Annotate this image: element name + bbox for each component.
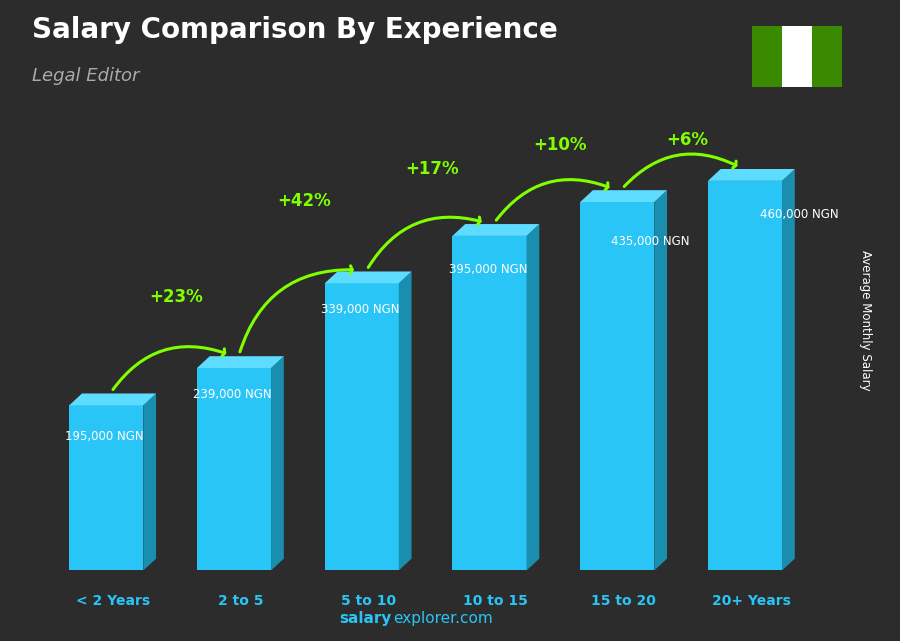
Text: 460,000 NGN: 460,000 NGN — [760, 208, 839, 221]
Polygon shape — [197, 356, 284, 368]
Bar — [453, 236, 526, 570]
Text: +42%: +42% — [277, 192, 331, 210]
Polygon shape — [325, 272, 411, 283]
Polygon shape — [580, 190, 667, 202]
Polygon shape — [526, 224, 539, 570]
Text: 15 to 20: 15 to 20 — [591, 594, 656, 608]
Bar — [580, 202, 654, 570]
Text: < 2 Years: < 2 Years — [76, 594, 149, 608]
Bar — [812, 26, 842, 87]
Text: 435,000 NGN: 435,000 NGN — [611, 235, 689, 248]
Text: explorer.com: explorer.com — [393, 611, 493, 626]
Polygon shape — [143, 394, 156, 570]
Text: Salary Comparison By Experience: Salary Comparison By Experience — [32, 16, 557, 44]
Text: +6%: +6% — [667, 131, 708, 149]
Polygon shape — [453, 224, 539, 236]
Text: +23%: +23% — [149, 288, 203, 306]
Bar — [781, 26, 812, 87]
Text: Legal Editor: Legal Editor — [32, 67, 139, 85]
Polygon shape — [654, 190, 667, 570]
Text: 5 to 10: 5 to 10 — [340, 594, 396, 608]
Text: salary: salary — [339, 611, 392, 626]
Text: +17%: +17% — [405, 160, 459, 178]
Polygon shape — [399, 272, 411, 570]
Bar — [197, 368, 271, 570]
Text: 339,000 NGN: 339,000 NGN — [321, 303, 400, 317]
Bar — [69, 405, 143, 570]
Bar — [325, 283, 399, 570]
Bar — [708, 181, 782, 570]
Text: 10 to 15: 10 to 15 — [464, 594, 528, 608]
Bar — [752, 26, 781, 87]
Text: +10%: +10% — [533, 136, 587, 154]
Text: 20+ Years: 20+ Years — [712, 594, 791, 608]
Polygon shape — [271, 356, 284, 570]
Text: Average Monthly Salary: Average Monthly Salary — [860, 250, 872, 391]
Text: 395,000 NGN: 395,000 NGN — [448, 263, 527, 276]
Polygon shape — [782, 169, 795, 570]
Text: 195,000 NGN: 195,000 NGN — [66, 430, 144, 443]
Text: 239,000 NGN: 239,000 NGN — [194, 388, 272, 401]
Polygon shape — [69, 394, 156, 405]
Polygon shape — [708, 169, 795, 181]
Text: 2 to 5: 2 to 5 — [218, 594, 263, 608]
